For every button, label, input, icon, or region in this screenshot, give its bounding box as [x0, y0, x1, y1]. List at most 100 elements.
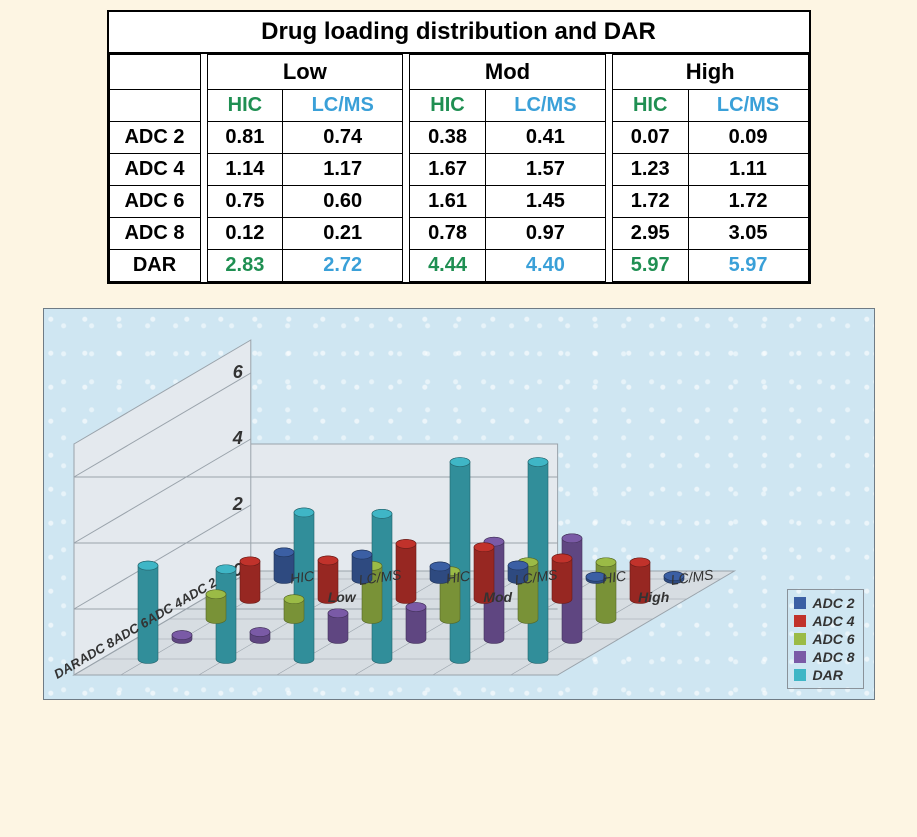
cell: 0.78 — [410, 218, 486, 250]
cyl-body — [450, 457, 470, 663]
sep — [605, 122, 612, 154]
subheader-row: HIC LC/MS HIC LC/MS HIC LC/MS — [109, 90, 808, 122]
cell: 0.97 — [485, 218, 605, 250]
sub-hic: HIC — [612, 90, 688, 122]
table-row: ADC 60.750.601.611.451.721.72 — [109, 186, 808, 218]
dar-row: DAR 2.83 2.72 4.44 4.40 5.97 5.97 — [109, 250, 808, 282]
category-row: Low Mod High — [109, 55, 808, 90]
cell: 4.40 — [485, 250, 605, 282]
cell: 0.74 — [283, 122, 403, 154]
table-title: Drug loading distribution and DAR — [109, 12, 809, 54]
cyl-top — [318, 556, 338, 565]
cyl-top — [552, 554, 572, 563]
legend-swatch — [794, 633, 806, 645]
cyl-top — [528, 457, 548, 466]
cyl-top — [274, 548, 294, 557]
y-tick-label: 4 — [231, 428, 242, 448]
cell: 3.05 — [688, 218, 808, 250]
legend-item: ADC 6 — [794, 630, 854, 648]
y-tick-label: 2 — [231, 494, 242, 514]
cell: 0.60 — [283, 186, 403, 218]
cyl-top — [596, 558, 616, 567]
cell: 1.17 — [283, 154, 403, 186]
cell: 2.83 — [207, 250, 283, 282]
data-table: Low Mod High HIC LC/MS HIC LC/MS HIC LC/… — [109, 54, 809, 282]
cell: 2.72 — [283, 250, 403, 282]
y-tick-label: 6 — [232, 362, 243, 382]
cell: 0.09 — [688, 122, 808, 154]
row-label: ADC 2 — [109, 122, 200, 154]
cat-high: High — [612, 55, 808, 90]
sep — [605, 154, 612, 186]
sep — [605, 218, 612, 250]
cyl-top — [352, 550, 372, 559]
cyl-top — [172, 631, 192, 640]
cyl-top — [138, 561, 158, 570]
legend-item: ADC 2 — [794, 594, 854, 612]
row-label: DAR — [109, 250, 200, 282]
cell: 2.95 — [612, 218, 688, 250]
chart-legend: ADC 2ADC 4ADC 6ADC 8DAR — [787, 589, 863, 689]
legend-item: ADC 4 — [794, 612, 854, 630]
legend-swatch — [794, 597, 806, 609]
cell: 1.45 — [485, 186, 605, 218]
cyl-top — [372, 509, 392, 518]
cell: 1.61 — [410, 186, 486, 218]
sep — [200, 154, 207, 186]
chart-svg: 0246HICLC/MSHICLC/MSHICLC/MSLowModHighAD… — [44, 309, 874, 699]
cell: 4.44 — [410, 250, 486, 282]
sep — [605, 186, 612, 218]
legend-item: DAR — [794, 666, 854, 684]
cell: 0.75 — [207, 186, 283, 218]
cell: 5.97 — [612, 250, 688, 282]
cell: 0.21 — [283, 218, 403, 250]
cell: 1.72 — [612, 186, 688, 218]
table-row: ADC 41.141.171.671.571.231.11 — [109, 154, 808, 186]
cyl-top — [508, 561, 528, 570]
cat-low: Low — [207, 55, 403, 90]
cell: 1.57 — [485, 154, 605, 186]
cat-mod: Mod — [410, 55, 606, 90]
sep — [403, 186, 410, 218]
cyl-top — [562, 534, 582, 543]
table-row: ADC 20.810.740.380.410.070.09 — [109, 122, 808, 154]
sub-lcms: LC/MS — [485, 90, 605, 122]
row-label: ADC 6 — [109, 186, 200, 218]
cell: 1.11 — [688, 154, 808, 186]
sub-lcms: LC/MS — [688, 90, 808, 122]
x-group-label: Mod — [483, 589, 512, 605]
cyl-top — [474, 543, 494, 552]
legend-swatch — [794, 615, 806, 627]
cyl-top — [250, 628, 270, 637]
row-label: ADC 4 — [109, 154, 200, 186]
legend-swatch — [794, 651, 806, 663]
blank-cell — [109, 90, 200, 122]
cyl-top — [450, 457, 470, 466]
cell: 0.81 — [207, 122, 283, 154]
cyl-top — [240, 557, 260, 566]
cyl-top — [216, 565, 236, 574]
cell: 5.97 — [688, 250, 808, 282]
cell: 1.72 — [688, 186, 808, 218]
x-group-label: Low — [327, 589, 356, 605]
dar-table: Drug loading distribution and DAR Low Mo… — [107, 10, 811, 284]
sep — [403, 122, 410, 154]
legend-swatch — [794, 669, 806, 681]
sep — [403, 218, 410, 250]
row-label: ADC 8 — [109, 218, 200, 250]
cell: 0.41 — [485, 122, 605, 154]
cyl-body — [596, 558, 616, 624]
blank-cell — [109, 55, 200, 90]
x-group-label: High — [638, 589, 669, 605]
cyl-top — [328, 609, 348, 618]
legend-label: ADC 8 — [812, 648, 854, 666]
legend-label: ADC 4 — [812, 612, 854, 630]
cell: 0.12 — [207, 218, 283, 250]
table-row: ADC 80.120.210.780.972.953.05 — [109, 218, 808, 250]
cell: 0.38 — [410, 122, 486, 154]
cell: 1.23 — [612, 154, 688, 186]
sep — [200, 122, 207, 154]
sep — [200, 218, 207, 250]
cyl-top — [406, 602, 426, 611]
cell: 1.67 — [410, 154, 486, 186]
